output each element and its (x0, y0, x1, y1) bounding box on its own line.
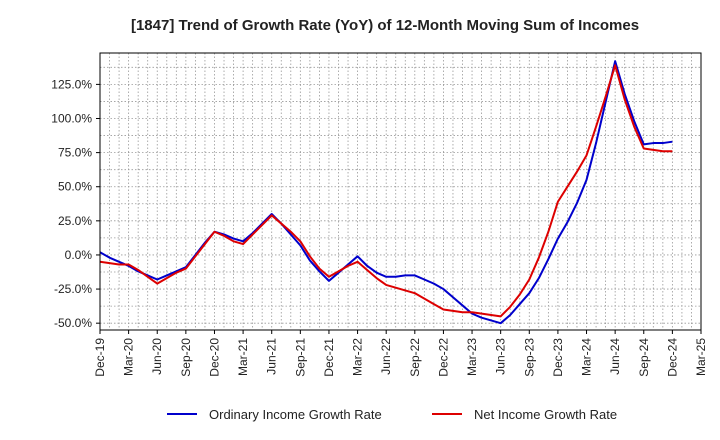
chart-title: [1847] Trend of Growth Rate (YoY) of 12-… (131, 17, 639, 34)
x-tick-label: Sep-22 (408, 338, 422, 377)
x-tick-label: Mar-25 (694, 338, 708, 376)
y-tick-label: 25.0% (58, 214, 92, 228)
x-tick-label: Jun-20 (150, 338, 164, 375)
y-tick-label: -50.0% (54, 316, 92, 330)
x-tick-label: Mar-21 (236, 338, 250, 376)
x-tick-label: Jun-21 (265, 338, 279, 375)
x-tick-label: Dec-22 (436, 338, 450, 377)
x-tick-label: Dec-20 (207, 338, 221, 377)
plot-border (99, 52, 702, 331)
x-tick-label: Jun-22 (379, 338, 393, 375)
x-tick-label: Dec-24 (665, 338, 679, 377)
x-tick-label: Sep-24 (637, 338, 651, 377)
legend-label: Net Income Growth Rate (474, 407, 617, 422)
y-tick-label: 100.0% (51, 111, 92, 125)
y-tick-label: 75.0% (58, 146, 92, 160)
series-line (99, 64, 673, 318)
series-lines (99, 60, 673, 325)
x-tick-label: Jun-24 (608, 338, 622, 375)
x-tick-label: Sep-23 (522, 338, 536, 377)
y-tick-label: 125.0% (51, 77, 92, 91)
x-tick-label: Mar-24 (580, 338, 594, 376)
x-tick-label: Sep-21 (293, 338, 307, 377)
x-tick-label: Jun-23 (494, 338, 508, 375)
legend: Ordinary Income Growth Rate Net Income Gr… (167, 407, 617, 422)
x-tick-label: Sep-20 (179, 338, 193, 377)
x-axis-ticks: Dec-19 Mar-20 Jun-20 Sep-20 Dec-20 Mar-21 Jun-… (93, 330, 708, 377)
plot-area (100, 53, 701, 330)
x-tick-label: Mar-20 (122, 338, 136, 376)
x-tick-label: Mar-23 (465, 338, 479, 376)
legend-label: Ordinary Income Growth Rate (209, 407, 382, 422)
y-tick-label: 50.0% (58, 180, 92, 194)
y-axis-ticks: -50.0% -25.0% 0.0% 25.0% 50.0% 75.0% 100.0% 125… (51, 77, 100, 330)
y-tick-label: -25.0% (54, 282, 92, 296)
x-tick-label: Dec-23 (551, 338, 565, 377)
x-tick-label: Dec-21 (322, 338, 336, 377)
x-tick-label: Mar-22 (351, 338, 365, 376)
grid-lines (99, 53, 702, 330)
x-tick-label: Dec-19 (93, 338, 107, 377)
y-tick-label: 0.0% (65, 248, 93, 262)
